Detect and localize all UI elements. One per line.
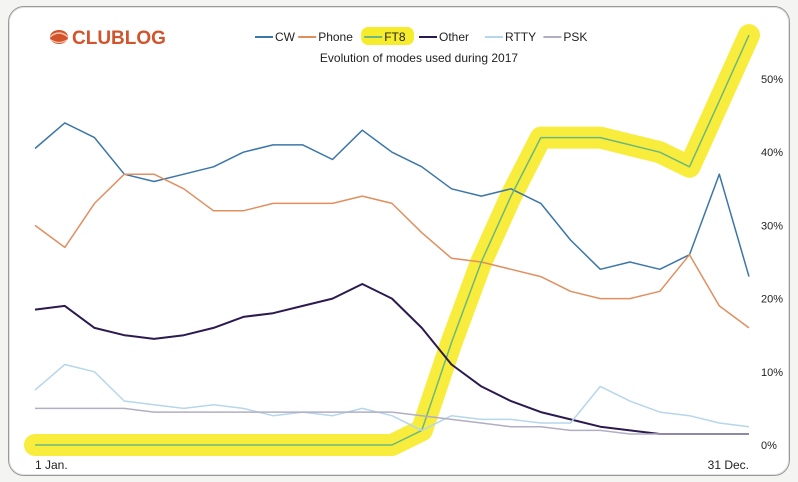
legend-item-ft8[interactable]: FT8: [361, 27, 414, 45]
legend-highlight: [361, 27, 414, 45]
logo-text: CLUBLOG: [72, 28, 166, 49]
y-tick-20: 20%: [761, 294, 783, 306]
legend-item-cw[interactable]: CW: [255, 30, 296, 44]
legend-label: RTTY: [505, 30, 536, 44]
chart-frame: CLUBLOG CW Phone FT8 Other RTTY PSK Evolution…: [8, 6, 790, 476]
y-tick-10: 10%: [761, 367, 783, 379]
chart-title: Evolution of modes used during 2017: [320, 51, 518, 65]
legend-label: Phone: [318, 30, 353, 44]
series-line-phone: [34, 173, 750, 329]
legend-item-rtty[interactable]: RTTY: [485, 30, 536, 44]
legend-item-psk[interactable]: PSK: [543, 30, 587, 44]
y-tick-0: 0%: [761, 440, 777, 452]
series-line-psk: [35, 407, 749, 435]
legend: CW Phone FT8 Other RTTY PSK: [255, 27, 587, 45]
series-line-ft8: [35, 34, 750, 446]
y-tick-40: 40%: [761, 147, 783, 159]
legend-label: PSK: [563, 30, 587, 44]
ft8-highlight: [24, 24, 760, 456]
modes-line-chart: CLUBLOG CW Phone FT8 Other RTTY PSK Evolution…: [24, 24, 783, 472]
y-tick-50: 50%: [761, 74, 783, 86]
ft8-highlight-band: [24, 24, 760, 456]
series-line-rtty: [34, 363, 750, 432]
legend-label: CW: [275, 30, 296, 44]
x-label-start: 1 Jan.: [35, 458, 68, 472]
series-line-cw: [34, 122, 750, 277]
y-tick-30: 30%: [761, 220, 783, 232]
y-axis-ticks: 0% 10% 20% 30% 40% 50%: [761, 74, 783, 452]
legend-item-other[interactable]: Other: [419, 30, 469, 44]
legend-label: FT8: [384, 30, 406, 44]
series-line-other: [34, 283, 749, 435]
clublog-logo: CLUBLOG: [49, 28, 166, 49]
legend-item-phone[interactable]: Phone: [298, 30, 353, 44]
legend-label: Other: [439, 30, 469, 44]
series-lines: [34, 34, 750, 446]
x-label-end: 31 Dec.: [708, 458, 749, 472]
